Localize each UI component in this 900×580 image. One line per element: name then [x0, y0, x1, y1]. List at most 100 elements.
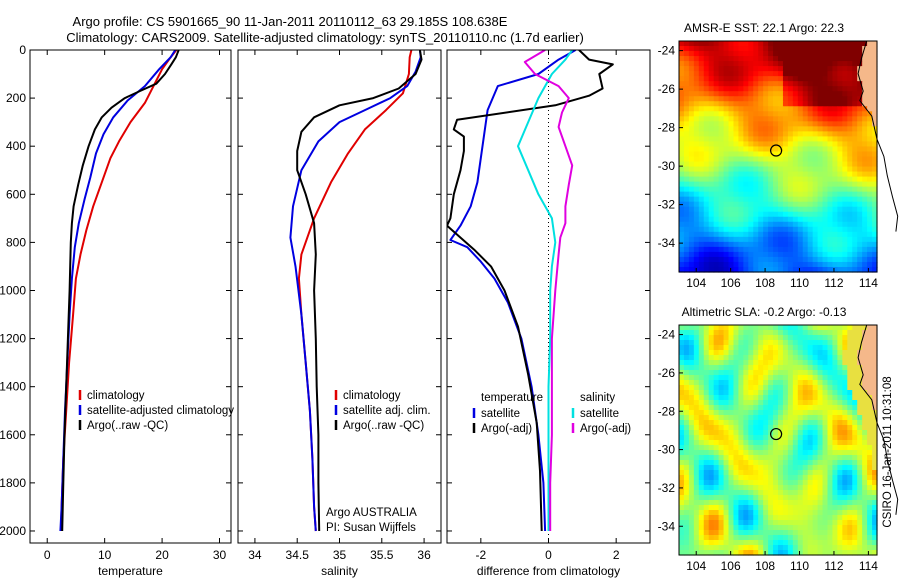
field-cell: [713, 340, 720, 346]
field-cell: [817, 176, 824, 183]
field-cell: [847, 186, 853, 193]
field-cell: [797, 370, 804, 376]
field-cell: [748, 420, 754, 426]
field-cell: [802, 91, 809, 97]
field-cell: [698, 335, 705, 341]
field-cell: [857, 186, 863, 193]
field-cell: [693, 470, 700, 476]
field-cell: [743, 395, 749, 401]
field-cell: [797, 480, 804, 486]
field-cell: [698, 455, 705, 461]
field-cell: [807, 410, 814, 416]
field-cell: [812, 475, 819, 481]
field-cell: [768, 410, 774, 416]
field-cell: [857, 470, 863, 476]
field-cell: [867, 216, 873, 223]
field-cell: [842, 226, 848, 233]
field-cell: [768, 535, 774, 541]
field-cell: [708, 86, 715, 92]
field-cell: [867, 136, 873, 143]
field-cell: [862, 176, 868, 183]
field-cell: [703, 365, 710, 371]
field-cell: [857, 370, 863, 376]
field-cell: [802, 66, 809, 72]
field-cell: [758, 430, 764, 436]
field-cell: [872, 350, 878, 356]
field-cell: [822, 126, 829, 132]
field-cell: [802, 395, 809, 401]
field-cell: [733, 485, 739, 491]
field-cell: [733, 480, 739, 486]
field-cell: [822, 340, 829, 346]
field-cell: [847, 510, 853, 516]
field-cell: [738, 345, 744, 351]
field-cell: [713, 465, 720, 471]
field-cell: [763, 201, 769, 208]
field-cell: [842, 56, 848, 62]
field-cell: [683, 485, 690, 491]
field-cell: [688, 236, 695, 243]
field-cell: [807, 535, 814, 541]
field-cell: [703, 360, 710, 366]
field-cell: [837, 505, 843, 511]
field-cell: [679, 400, 685, 406]
field-cell: [822, 335, 829, 341]
field-cell: [817, 545, 824, 551]
field-cell: [748, 335, 754, 341]
field-cell: [703, 166, 710, 173]
field-cell: [797, 440, 804, 446]
field-cell: [787, 435, 794, 441]
field-cell: [748, 181, 754, 188]
field-cell: [817, 216, 824, 223]
field-cell: [778, 495, 784, 501]
field-cell: [708, 221, 715, 228]
field-cell: [743, 241, 749, 248]
field-cell: [753, 71, 759, 77]
field-cell: [773, 460, 779, 466]
field-cell: [728, 335, 735, 341]
field-cell: [758, 91, 764, 97]
field-cell: [758, 236, 764, 243]
field-cell: [758, 505, 764, 511]
field-cell: [693, 400, 700, 406]
field-cell: [758, 211, 764, 218]
field-cell: [738, 415, 744, 421]
field-cells: [679, 41, 878, 273]
field-cell: [847, 41, 853, 47]
field-cell: [822, 505, 829, 511]
field-cell: [832, 166, 838, 173]
field-cell: [872, 171, 878, 178]
field-cell: [728, 221, 735, 228]
field-cell: [743, 211, 749, 218]
field-cell: [753, 176, 759, 183]
field-cell: [773, 186, 779, 193]
field-cell: [812, 71, 819, 77]
field-cell: [832, 470, 838, 476]
field-cell: [718, 395, 725, 401]
field-cell: [797, 455, 804, 461]
field-cell: [768, 116, 774, 122]
field-cell: [792, 81, 799, 87]
field-cell: [807, 475, 814, 481]
field-cell: [763, 505, 769, 511]
field-cell: [872, 450, 878, 456]
field-cell: [728, 425, 735, 431]
field-cell: [713, 196, 720, 203]
field-cell: [842, 395, 848, 401]
field-cell: [847, 405, 853, 411]
field-cell: [872, 216, 878, 223]
field-cell: [773, 81, 779, 87]
field-cell: [683, 510, 690, 516]
field-cell: [812, 196, 819, 203]
field-cell: [787, 480, 794, 486]
field-cell: [782, 231, 789, 238]
field-cell: [812, 206, 819, 213]
field-cell: [782, 156, 789, 163]
field-cell: [713, 480, 720, 486]
field-cell: [738, 420, 744, 426]
field-cell: [708, 460, 715, 466]
field-cell: [698, 390, 705, 396]
field-cell: [703, 520, 710, 526]
field-cell: [703, 196, 710, 203]
field-cell: [862, 46, 868, 52]
